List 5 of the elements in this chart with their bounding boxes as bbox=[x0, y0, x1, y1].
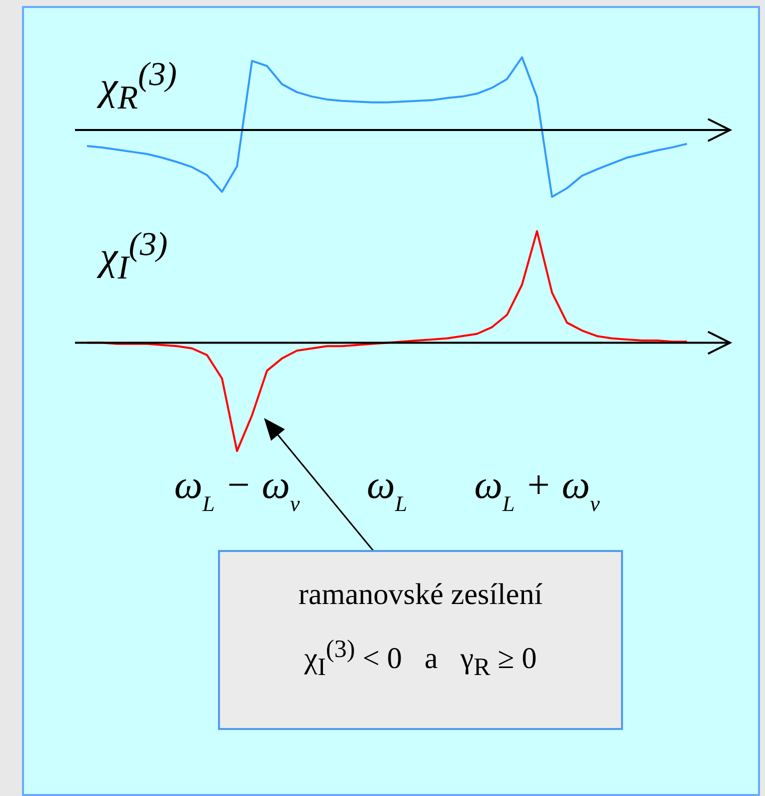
x-tick-label: ω$_{L}$ − ω$_{v}$ bbox=[174, 462, 300, 516]
x-tick-label: ω$_{L}$ + ω$_{v}$ bbox=[474, 462, 600, 516]
text: ramanovské zesílení bbox=[297, 578, 544, 612]
x-tick-label: ω$_{L}$ bbox=[366, 462, 408, 516]
text: χ$_{I}$$^{(3)}$ < 0 a γ$_{R}$ ≥ 0 bbox=[303, 636, 538, 682]
